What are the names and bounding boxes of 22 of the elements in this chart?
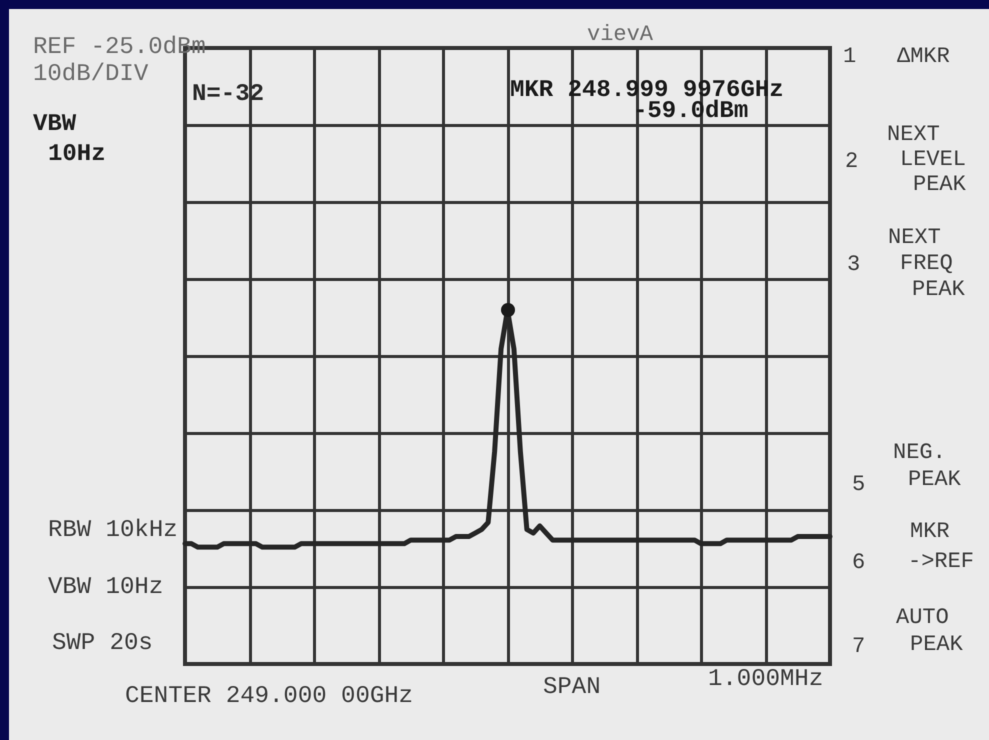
text: 7 (852, 634, 866, 659)
text: VBW 10Hz (48, 574, 164, 601)
text: 1.000MHz (708, 666, 824, 693)
text: REF -25.0dBm (33, 34, 206, 61)
text: AUTO PEAK (896, 605, 964, 657)
text: 3 (847, 252, 860, 277)
text: 2 (845, 149, 858, 174)
text: NEXT FREQ PEAK (888, 225, 966, 302)
text: 10dB/DIV (33, 61, 149, 88)
text: 6 (852, 550, 866, 575)
text: 1 (843, 44, 856, 69)
text: RBW 10kHz (48, 517, 178, 544)
text: VBW 10Hz (33, 111, 106, 168)
text: 5 (852, 472, 866, 497)
text: MKR ->REF (908, 519, 974, 574)
text: NEXT LEVEL PEAK (887, 122, 967, 197)
text: ΔMKR (897, 44, 950, 69)
text: SWP 20s (52, 630, 153, 657)
text: SPAN (543, 674, 601, 701)
text: vievA (587, 22, 654, 47)
text: NEG. PEAK (893, 440, 962, 492)
text: CENTER 249.000 00GHz (125, 683, 414, 710)
